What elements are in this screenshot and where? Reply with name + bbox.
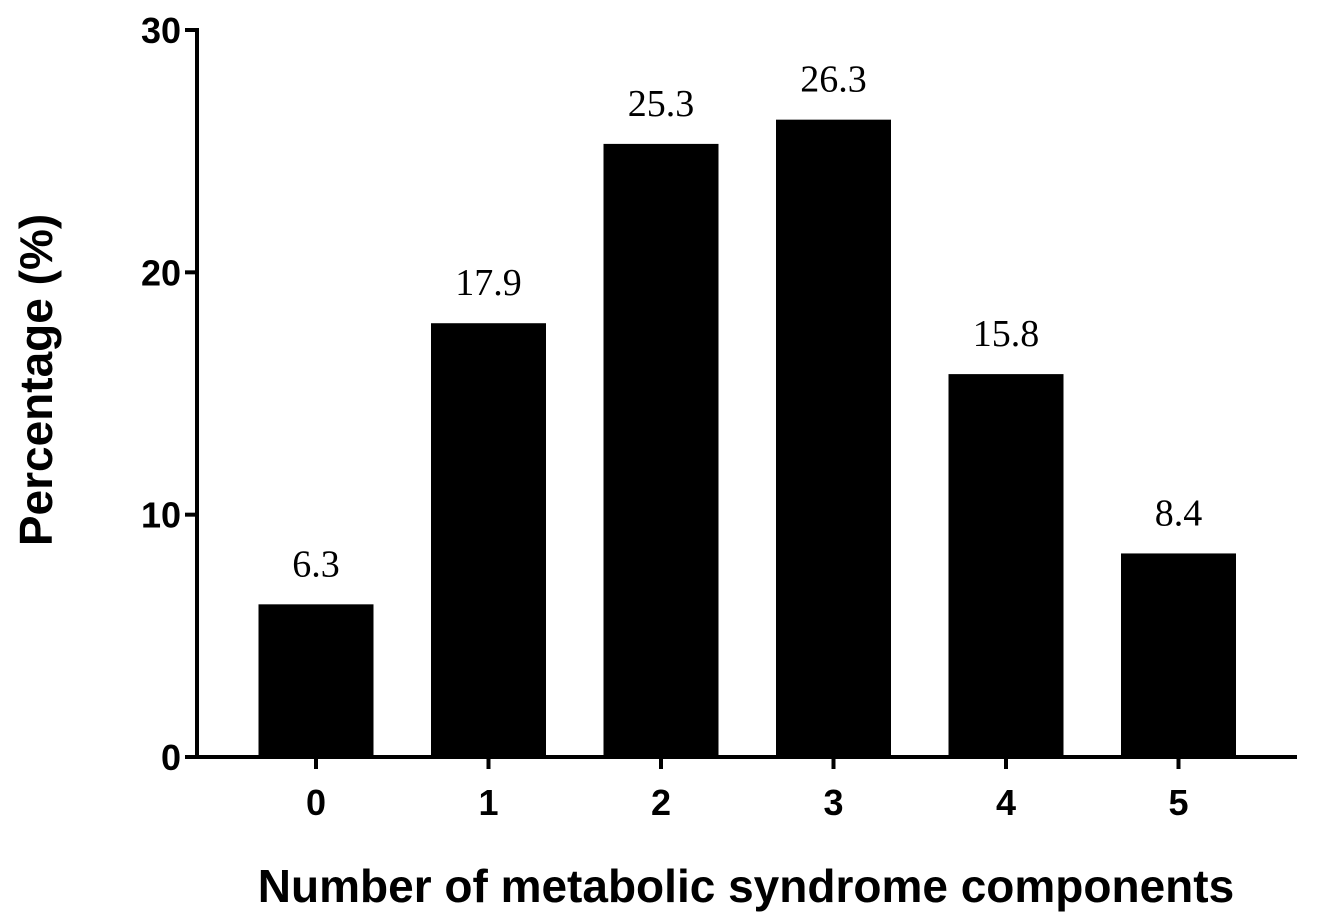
data-label-4: 15.8 [973, 313, 1040, 355]
x-tick-label: 1 [478, 782, 498, 823]
bar-5 [1121, 553, 1236, 757]
x-axis-ticks: 0 1 2 3 4 5 [306, 757, 1189, 823]
x-axis-title: Number of metabolic syndrome components [258, 860, 1234, 912]
bar-1 [431, 323, 546, 757]
data-label-1: 17.9 [455, 262, 522, 304]
x-tick-label: 4 [996, 782, 1016, 823]
y-tick-label: 10 [141, 495, 181, 536]
data-label-5: 8.4 [1155, 492, 1203, 534]
y-axis-title: Percentage (%) [10, 214, 62, 546]
data-labels: 6.3 17.9 25.3 26.3 15.8 8.4 [292, 59, 1202, 586]
bar-3 [776, 119, 891, 757]
bar-2 [603, 143, 719, 757]
data-label-0: 6.3 [292, 543, 340, 585]
y-axis-ticks: 0 10 20 30 [141, 10, 197, 778]
bar-0 [258, 604, 374, 757]
data-label-3: 26.3 [800, 59, 867, 101]
y-tick-label: 30 [141, 10, 181, 51]
x-tick-label: 2 [651, 782, 671, 823]
y-tick-label: 0 [161, 737, 181, 778]
y-tick-label: 20 [141, 252, 181, 293]
x-tick-label: 0 [306, 782, 326, 823]
bar-4 [948, 374, 1064, 757]
x-tick-label: 5 [1168, 782, 1188, 823]
data-label-2: 25.3 [628, 83, 695, 125]
bars [258, 119, 1236, 757]
x-tick-label: 3 [823, 782, 843, 823]
